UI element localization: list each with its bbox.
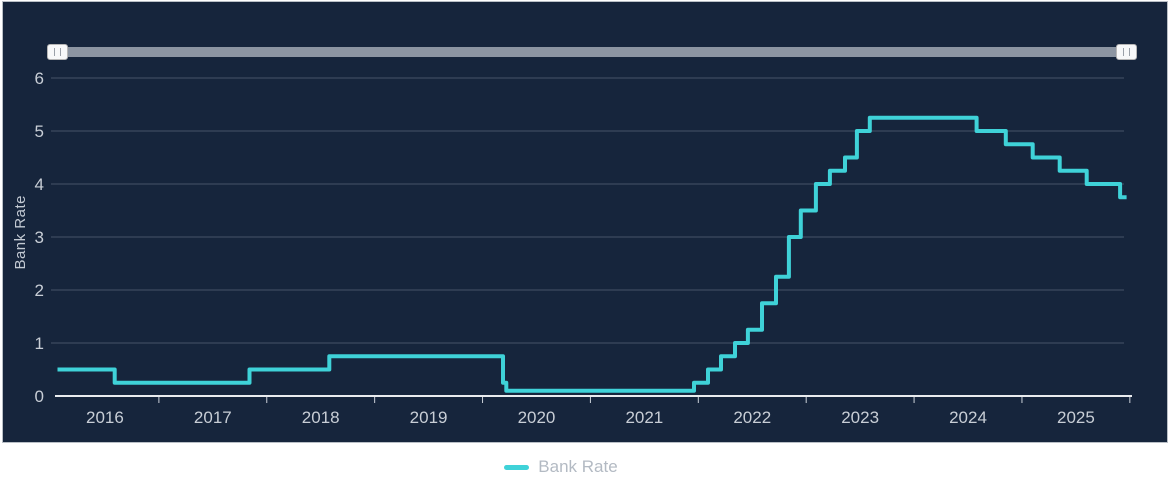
legend-line-icon	[504, 464, 530, 470]
x-tick-label-2023: 2023	[841, 408, 879, 427]
x-tick-label-2018: 2018	[302, 408, 340, 427]
range-scrollbar[interactable]	[3, 2, 1167, 64]
y-tick-label-4: 4	[35, 175, 44, 194]
legend: Bank Rate	[0, 452, 1170, 482]
scrollbar-right-handle[interactable]	[1116, 44, 1137, 60]
legend-item-bank-rate[interactable]: Bank Rate	[504, 457, 618, 477]
y-tick-label-0: 0	[35, 387, 44, 406]
grip-icon	[54, 48, 61, 56]
x-tick-label-2025: 2025	[1057, 408, 1095, 427]
x-tick-label-2021: 2021	[625, 408, 663, 427]
bank-rate-chart: 0 1 2 3 4 5 6 2016 2017 2018 2019 2020 2021 2022 2023 2…	[35, 69, 1132, 427]
scrollbar-track[interactable]	[47, 47, 1137, 57]
x-tick-label-2019: 2019	[410, 408, 448, 427]
grip-icon	[1123, 48, 1130, 56]
chart-panel: 0 1 2 3 4 5 6 2016 2017 2018 2019 2020 2021 2022 2023 2…	[2, 1, 1168, 443]
x-tick-label-2016: 2016	[86, 408, 124, 427]
y-tick-label-3: 3	[35, 228, 44, 247]
y-axis-title: Bank Rate	[12, 195, 29, 270]
scrollbar-left-handle[interactable]	[47, 44, 68, 60]
x-tick-label-2024: 2024	[949, 408, 987, 427]
x-tick-label-2020: 2020	[518, 408, 556, 427]
y-tick-label-2: 2	[35, 281, 44, 300]
legend-label: Bank Rate	[538, 457, 618, 476]
x-tick-label-2017: 2017	[194, 408, 232, 427]
y-tick-label-1: 1	[35, 334, 44, 353]
y-tick-label-6: 6	[35, 69, 44, 88]
bank-rate-series-line	[57, 115, 1127, 393]
x-tick-label-2022: 2022	[733, 408, 771, 427]
y-tick-label-5: 5	[35, 122, 44, 141]
